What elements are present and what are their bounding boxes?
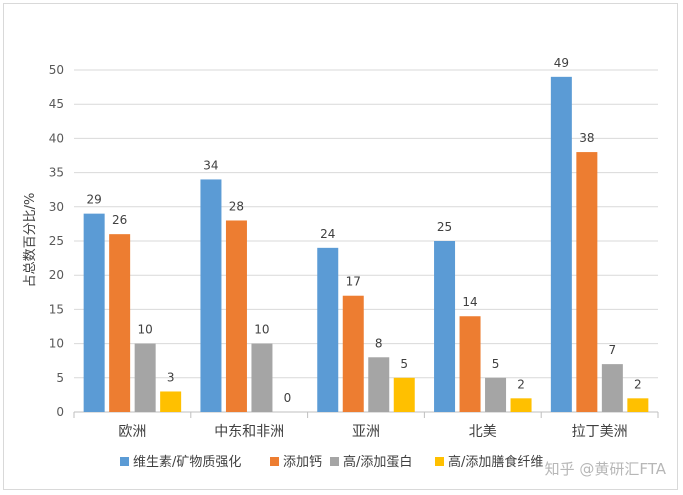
bar <box>317 247 339 412</box>
legend-swatch <box>120 457 129 466</box>
y-tick-label: 40 <box>49 131 64 145</box>
data-label: 29 <box>87 193 102 207</box>
data-label: 0 <box>284 391 292 405</box>
data-label: 2 <box>517 377 525 391</box>
legend-swatch <box>435 457 444 466</box>
category-label: 中东和非洲 <box>214 424 284 440</box>
bar <box>342 295 364 412</box>
category-label: 北美 <box>469 424 497 440</box>
data-label: 7 <box>609 343 617 357</box>
data-label: 10 <box>254 323 269 337</box>
data-label: 3 <box>167 370 175 384</box>
bar <box>83 213 105 412</box>
bar <box>550 76 572 412</box>
category-label: 欧洲 <box>118 424 146 440</box>
legend-swatch <box>270 457 279 466</box>
legend-label: 添加钙 <box>283 455 322 470</box>
legend-label: 高/添加蛋白 <box>343 454 412 470</box>
y-tick-label: 25 <box>49 234 64 248</box>
y-axis-ticks: 0 5 10 15 20 25 30 35 40 45 50 <box>49 63 64 419</box>
bars <box>83 76 649 412</box>
data-label: 2 <box>634 377 642 391</box>
bar <box>601 364 623 412</box>
bar <box>434 241 456 412</box>
data-label: 14 <box>462 295 477 309</box>
legend-swatch <box>330 457 339 466</box>
data-label: 38 <box>579 131 594 145</box>
bar <box>459 316 481 412</box>
y-tick-label: 30 <box>49 200 64 214</box>
watermark: 知乎 @黄研汇FTA <box>545 460 667 478</box>
bar <box>200 179 222 412</box>
data-label: 24 <box>320 227 335 241</box>
y-tick-label: 20 <box>49 268 64 282</box>
y-tick-label: 5 <box>56 371 64 385</box>
y-tick-label: 0 <box>56 405 64 419</box>
legend: 维生素/矿物质强化 添加钙 高/添加蛋白 高/添加膳食纤维 <box>120 454 543 470</box>
y-tick-label: 35 <box>49 166 64 180</box>
bar <box>576 152 598 412</box>
category-label: 亚洲 <box>352 424 380 440</box>
data-label: 5 <box>400 357 408 371</box>
data-label: 26 <box>112 213 127 227</box>
y-tick-label: 15 <box>49 302 64 316</box>
bar <box>134 343 156 412</box>
data-label: 28 <box>229 199 244 213</box>
x-axis-categories: 欧洲 中东和非洲 亚洲 北美 拉丁美洲 <box>118 424 627 440</box>
data-label: 17 <box>346 275 361 289</box>
legend-label: 高/添加膳食纤维 <box>448 454 543 470</box>
bar <box>160 391 182 412</box>
data-label: 49 <box>554 56 569 70</box>
y-tick-label: 50 <box>49 63 64 77</box>
y-tick-label: 45 <box>49 97 64 111</box>
data-label: 8 <box>375 336 383 350</box>
category-label: 拉丁美洲 <box>572 424 628 440</box>
bar <box>251 343 273 412</box>
bar <box>510 398 532 412</box>
data-label: 10 <box>138 323 153 337</box>
bar <box>627 398 649 412</box>
bar <box>485 377 507 412</box>
bar <box>368 357 390 412</box>
bar <box>393 377 415 412</box>
bar <box>225 220 247 412</box>
bar <box>109 234 131 412</box>
legend-label: 维生素/矿物质强化 <box>133 455 241 470</box>
data-labels: 29 26 10 3 34 28 10 0 24 17 8 5 25 14 5 2 49 38 7 2 <box>87 56 642 405</box>
data-label: 34 <box>203 158 218 172</box>
y-tick-label: 10 <box>49 337 64 351</box>
data-label: 25 <box>437 220 452 234</box>
data-label: 5 <box>492 357 500 371</box>
y-axis-label: 占总数百分比/% <box>23 193 38 288</box>
